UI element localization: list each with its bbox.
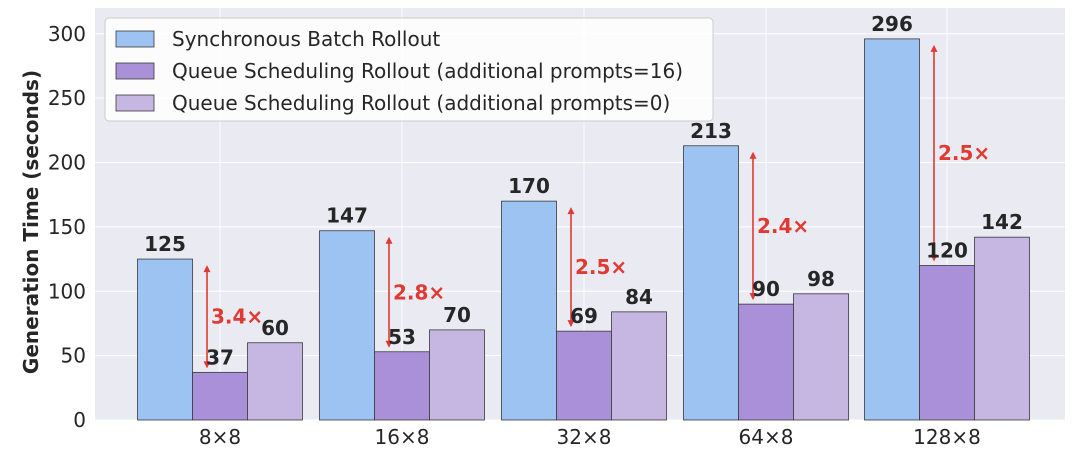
bar: [374, 351, 430, 421]
bar: [429, 329, 485, 421]
speedup-arrowhead-down: [203, 361, 211, 369]
speedup-arrowhead-up: [385, 236, 393, 244]
speedup-arrowhead-up: [930, 44, 938, 52]
legend-label: Synchronous Batch Rollout: [172, 27, 440, 51]
speedup-label: 2.5×: [938, 141, 990, 165]
bars: [137, 38, 1030, 421]
bar: [683, 145, 739, 421]
y-tick-label: 200: [48, 151, 86, 175]
speedup-arrowhead-down: [749, 293, 757, 301]
bar: [738, 303, 794, 421]
bar-value-label: 53: [388, 325, 416, 349]
bar: [974, 236, 1030, 421]
x-tick-label: 16×8: [375, 425, 430, 449]
speedup-arrowhead-down: [930, 254, 938, 262]
x-tick-label: 128×8: [913, 425, 981, 449]
bar: [247, 342, 303, 421]
legend-swatch: [115, 62, 155, 80]
y-tick-label: 100: [48, 279, 86, 303]
legend-label: Queue Scheduling Rollout (additional pro…: [172, 91, 670, 115]
bar-value-label: 142: [981, 210, 1023, 234]
y-tick-label: 0: [73, 408, 86, 432]
legend-swatch: [115, 94, 155, 112]
y-tick-label: 150: [48, 215, 86, 239]
bar-value-label: 296: [871, 12, 913, 36]
y-tick-label: 300: [48, 22, 86, 46]
legend-label: Queue Scheduling Rollout (additional pro…: [172, 59, 683, 83]
legend: Synchronous Batch Rollout Queue Schedulin…: [104, 17, 714, 122]
bar-value-label: 170: [508, 174, 550, 198]
speedup-arrowhead-up: [567, 207, 575, 215]
speedup-arrowhead-up: [203, 265, 211, 273]
y-axis-ticks: 0 50 100 150 200 250 300: [48, 22, 86, 432]
bar-value-label: 147: [326, 204, 368, 228]
bar: [919, 265, 975, 421]
bar: [319, 230, 375, 421]
bar: [192, 371, 248, 421]
bar-value-label: 125: [144, 232, 186, 256]
legend-swatch: [115, 30, 155, 48]
speedup-label: 2.8×: [393, 280, 445, 304]
bar: [501, 200, 557, 421]
bar: [611, 311, 667, 421]
bar: [793, 293, 849, 421]
value-labels: 125 37 60 147 53 70 170 69 84 213 90 98 296 120 142: [144, 12, 1023, 369]
legend-box: [104, 17, 714, 122]
speedup-label: 2.4×: [757, 214, 809, 238]
x-tick-label: 64×8: [739, 425, 794, 449]
bar-value-label: 37: [206, 345, 234, 369]
bar: [137, 258, 193, 421]
bar-value-label: 60: [261, 316, 289, 340]
bar-value-label: 84: [625, 285, 653, 309]
speedup-arrowhead-down: [567, 320, 575, 328]
speedup-arrowhead-up: [749, 151, 757, 159]
y-axis-label: Generation Time (seconds): [19, 70, 43, 374]
y-tick-label: 250: [48, 86, 86, 110]
bar: [556, 330, 612, 421]
bar-value-label: 98: [807, 267, 835, 291]
bar-value-label: 90: [752, 277, 780, 301]
x-tick-label: 8×8: [199, 425, 241, 449]
speedup-label: 2.5×: [575, 255, 627, 279]
speedup-arrows: 3.4× 2.8× 2.5× 2.4× 2.5×: [203, 44, 990, 369]
bar-value-label: 120: [926, 239, 968, 263]
bar: [864, 38, 920, 421]
x-axis-ticks: 8×8 16×8 32×8 64×8 128×8: [199, 425, 981, 449]
speedup-arrowhead-down: [385, 340, 393, 348]
x-tick-label: 32×8: [557, 425, 612, 449]
bar-value-label: 70: [443, 303, 471, 327]
speedup-label: 3.4×: [211, 305, 263, 329]
bar-value-label: 213: [690, 119, 732, 143]
y-tick-label: 50: [61, 344, 86, 368]
bar-value-label: 69: [570, 304, 598, 328]
